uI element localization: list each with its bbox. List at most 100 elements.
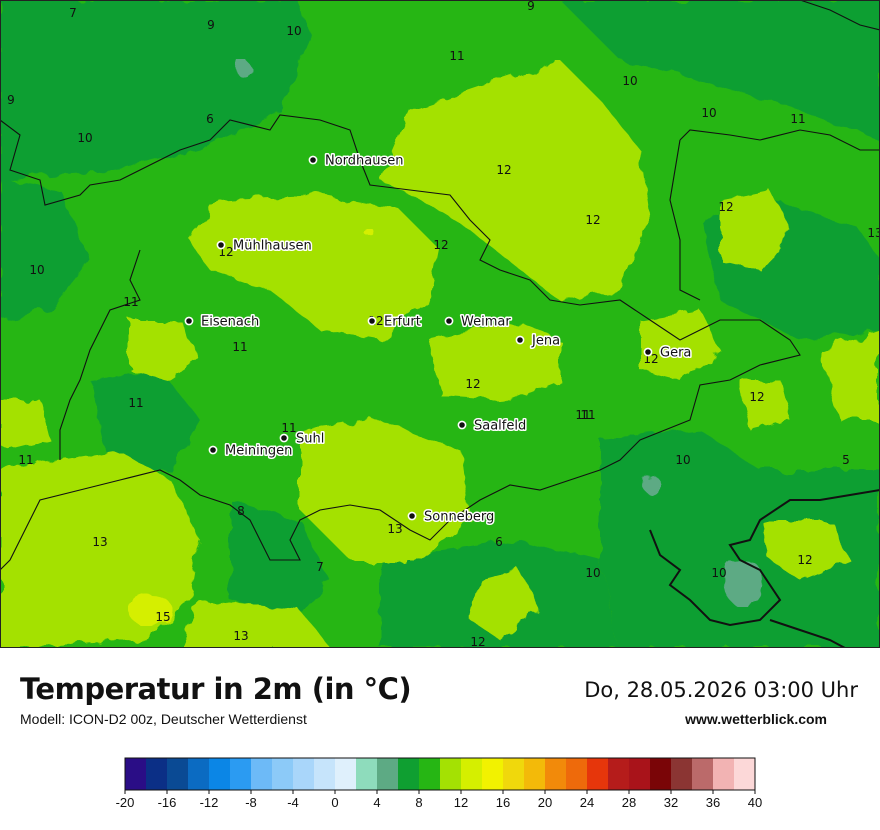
legend-tick-label: -20 — [116, 795, 135, 810]
legend-swatch — [566, 758, 588, 790]
temperature-label: 8 — [237, 504, 245, 518]
temperature-label: 13 — [233, 629, 248, 643]
city-marker-icon — [444, 316, 454, 326]
temperature-label: 12 — [585, 213, 600, 227]
city-marker-icon — [367, 316, 377, 326]
city-sonneberg: Sonneberg — [407, 508, 496, 526]
temperature-label: 10 — [29, 263, 44, 277]
state-borders — [0, 0, 880, 571]
city-marker-icon — [457, 420, 467, 430]
temperature-label: 9 — [207, 18, 215, 32]
city-marker-icon — [184, 316, 194, 326]
model-info: Modell: ICON-D2 00z, Deutscher Wetterdie… — [20, 711, 307, 727]
city-marker-icon — [208, 445, 218, 455]
temperature-label: 11 — [281, 421, 296, 435]
legend-swatch — [125, 758, 147, 790]
city-eisenach: Eisenach — [184, 313, 261, 331]
legend-swatch — [188, 758, 210, 790]
legend-swatch — [629, 758, 651, 790]
legend-swatch — [398, 758, 420, 790]
forecast-datetime: Do, 28.05.2026 03:00 Uhr — [584, 678, 858, 702]
legend-tick-label: 16 — [496, 795, 510, 810]
city-label: Sonneberg — [424, 510, 494, 525]
temperature-label: 10 — [701, 106, 716, 120]
city-jena: Jena — [515, 332, 562, 350]
legend-swatch — [608, 758, 630, 790]
temperature-label: 12 — [797, 553, 812, 567]
temperature-label: 10 — [585, 566, 600, 580]
city-marker-icon — [308, 155, 318, 165]
temperature-label: 11 — [790, 112, 805, 126]
legend-tick-label: -16 — [158, 795, 177, 810]
legend-swatch — [671, 758, 693, 790]
temperature-label: 12 — [465, 377, 480, 391]
city-marker-icon — [279, 433, 289, 443]
legend-swatch — [293, 758, 315, 790]
temperature-label: 11 — [232, 340, 247, 354]
legend-swatch — [734, 758, 756, 790]
city-label: Suhl — [296, 432, 324, 447]
temperature-label: 13 — [867, 226, 880, 240]
legend-tick-label: -4 — [287, 795, 299, 810]
city-marker-icon — [216, 240, 226, 250]
city-marker-layer: Nordhausen Mühlhausen Eisenach Erfurt Weimar… — [184, 152, 693, 526]
legend-tick-label: 40 — [748, 795, 762, 810]
temperature-label: 9 — [527, 0, 535, 13]
website-link[interactable]: www.wetterblick.com — [685, 711, 827, 727]
temperature-label: 6 — [206, 112, 214, 126]
legend-tick-label: 24 — [580, 795, 594, 810]
legend-tick-label: 28 — [622, 795, 636, 810]
legend-swatch — [314, 758, 336, 790]
legend-swatch — [545, 758, 567, 790]
city-marker-icon — [407, 511, 417, 521]
legend-swatch — [209, 758, 231, 790]
legend-swatches — [124, 757, 756, 791]
legend-swatch — [356, 758, 378, 790]
legend-swatch — [524, 758, 546, 790]
temperature-label: 10 — [622, 74, 637, 88]
legend-tick-label: 20 — [538, 795, 552, 810]
city-label: Gera — [660, 346, 691, 361]
legend-swatch — [440, 758, 462, 790]
color-legend: -20 -16 -12 -8 -4 0 4 8 12 16 20 24 28 32 36 40 — [116, 757, 762, 810]
city-saalfeld: Saalfeld — [457, 417, 528, 435]
legend-swatch — [419, 758, 441, 790]
temperature-label: 12 — [433, 238, 448, 252]
city-meiningen: Meiningen — [208, 442, 294, 460]
temperature-label: 13 — [387, 522, 402, 536]
legend-swatch — [587, 758, 609, 790]
city-label: Meiningen — [225, 444, 292, 459]
legend-swatch — [230, 758, 252, 790]
legend-swatch — [713, 758, 735, 790]
legend-swatch — [503, 758, 525, 790]
legend-tick-label: 8 — [415, 795, 422, 810]
city-suhl: Suhl — [279, 430, 326, 448]
legend-frame — [124, 757, 756, 791]
legend-tick-label: -12 — [200, 795, 219, 810]
city-label: Mühlhausen — [233, 239, 312, 254]
hot-spots — [128, 229, 375, 626]
temperature-label: 11 — [123, 295, 138, 309]
legend-swatch — [146, 758, 168, 790]
legend-tick-label: 32 — [664, 795, 678, 810]
legend-swatch — [167, 758, 189, 790]
legend-swatch — [461, 758, 483, 790]
legend-swatch — [251, 758, 273, 790]
temperature-label: 10 — [286, 24, 301, 38]
legend-swatch — [650, 758, 672, 790]
legend-swatch — [692, 758, 714, 790]
legend-swatch — [335, 758, 357, 790]
temperature-label: 10 — [77, 131, 92, 145]
warm-zones — [0, 60, 880, 648]
city-label: Weimar — [461, 315, 511, 330]
temperature-label: 11 — [580, 408, 595, 422]
city-label: Nordhausen — [325, 154, 404, 169]
legend-ticks: -20 -16 -12 -8 -4 0 4 8 12 16 20 24 28 32 36 40 — [116, 790, 762, 810]
temperature-label: 7 — [316, 560, 324, 574]
legend-swatch — [377, 758, 399, 790]
legend-swatch — [272, 758, 294, 790]
temperature-label: 11 — [449, 49, 464, 63]
temperature-label: 11 — [575, 408, 590, 422]
city-label: Eisenach — [201, 315, 259, 330]
